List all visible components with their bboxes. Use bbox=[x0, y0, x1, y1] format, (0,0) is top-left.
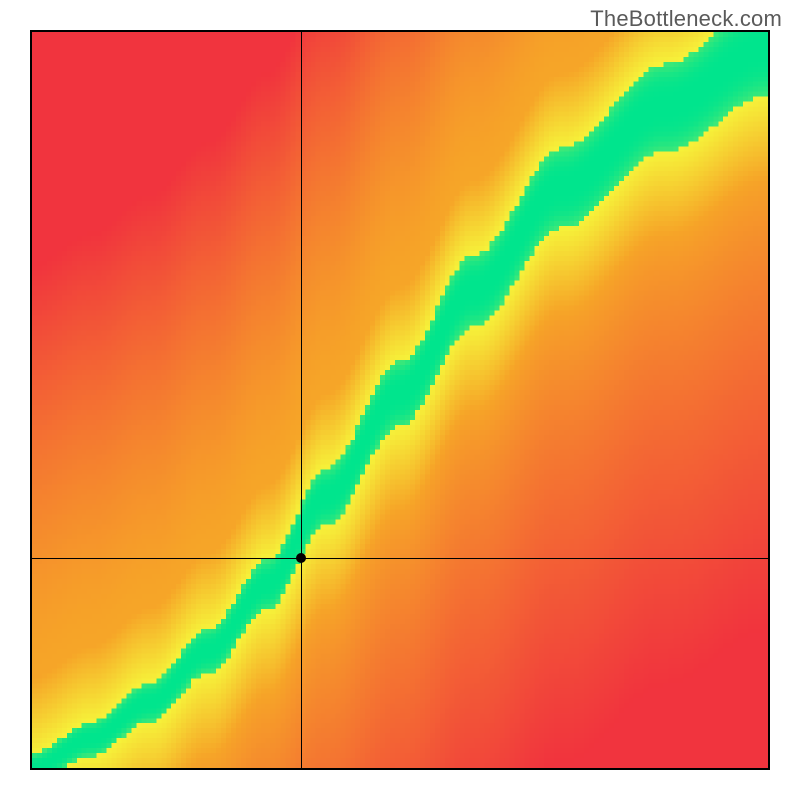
watermark-text: TheBottleneck.com bbox=[590, 6, 782, 32]
chart-container: TheBottleneck.com bbox=[0, 0, 800, 800]
marker-dot bbox=[296, 553, 306, 563]
heatmap-canvas bbox=[32, 32, 768, 768]
crosshair-horizontal bbox=[32, 558, 768, 559]
plot-area bbox=[30, 30, 770, 770]
crosshair-vertical bbox=[301, 32, 302, 768]
